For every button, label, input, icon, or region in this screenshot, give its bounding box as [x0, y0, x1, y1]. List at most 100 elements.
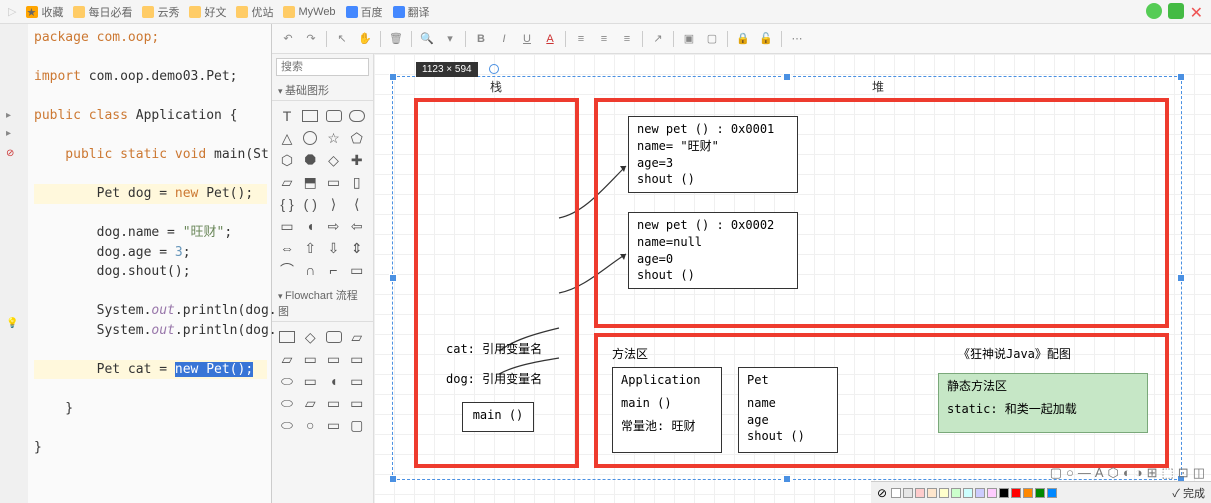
shape-rect[interactable]: [301, 107, 319, 125]
undo-icon[interactable]: ↶: [278, 29, 298, 49]
bookmark-favorite[interactable]: ★收藏: [26, 4, 63, 20]
color-swatch[interactable]: [951, 488, 961, 498]
shape-rect[interactable]: ▭: [325, 394, 343, 412]
bookmark-translate[interactable]: 翻译: [393, 4, 430, 20]
icon-rect[interactable]: ▢: [1050, 465, 1062, 481]
shape-arrow[interactable]: ⇔: [278, 239, 296, 257]
shape-arrow[interactable]: ⇩: [325, 239, 343, 257]
min-icon[interactable]: [1146, 3, 1162, 19]
bookmark-cloud[interactable]: 云秀: [142, 4, 179, 20]
zoom-icon[interactable]: ▾: [440, 29, 460, 49]
color-swatch[interactable]: [939, 488, 949, 498]
shape-rect[interactable]: ▭: [325, 416, 343, 434]
icon-shape[interactable]: ⊞: [1147, 465, 1158, 481]
section-basic[interactable]: 基础图形: [272, 80, 373, 101]
shape-trap[interactable]: ▱: [301, 394, 319, 412]
shape-circle[interactable]: [301, 129, 319, 147]
shape-bracket[interactable]: ( ): [301, 195, 319, 213]
shape-rrect[interactable]: [325, 107, 343, 125]
more-icon[interactable]: ⋯: [787, 29, 807, 49]
unlock-icon[interactable]: 🔓: [756, 29, 776, 49]
icon-shape[interactable]: ⬡: [1108, 465, 1119, 481]
shape-rect[interactable]: ▭: [301, 350, 319, 368]
zoom-icon[interactable]: 🔍: [417, 29, 437, 49]
layer-icon[interactable]: ▢: [702, 29, 722, 49]
shape-diamond[interactable]: ◇: [325, 151, 343, 169]
icon-shape[interactable]: ⬚: [1162, 465, 1174, 481]
shape-io[interactable]: ▱: [348, 328, 366, 346]
shape-rect[interactable]: ▭: [325, 173, 343, 191]
icon-shape[interactable]: ◑: [1135, 465, 1143, 481]
section-flowchart[interactable]: Flowchart 流程图: [272, 285, 373, 322]
shape-rect[interactable]: ▭: [348, 261, 366, 279]
shape-arrow[interactable]: ⇨: [325, 217, 343, 235]
icon-circle[interactable]: ○: [1066, 465, 1074, 481]
bold-icon[interactable]: B: [471, 29, 491, 49]
canvas[interactable]: 1123 × 594 栈 堆: [374, 54, 1211, 503]
done-button[interactable]: ✓ 完成: [1172, 485, 1205, 501]
shape-arc[interactable]: ∩: [301, 261, 319, 279]
color-swatch[interactable]: [1047, 488, 1057, 498]
shape-triangle[interactable]: △: [278, 129, 296, 147]
icon-shape[interactable]: ◫: [1193, 465, 1205, 481]
shape-doc[interactable]: ▱: [278, 350, 296, 368]
bookmark-baidu[interactable]: 百度: [346, 4, 383, 20]
color-swatch[interactable]: [999, 488, 1009, 498]
shape-rect[interactable]: ▭: [348, 394, 366, 412]
shape-paren[interactable]: ⟨: [348, 195, 366, 213]
code-content[interactable]: package com.oop; import com.oop.demo03.P…: [0, 24, 271, 461]
shape-trap[interactable]: ⬒: [301, 173, 319, 191]
shape-rect[interactable]: ⌐: [325, 261, 343, 279]
shape-arrow[interactable]: ⇧: [301, 239, 319, 257]
color-swatch[interactable]: [1011, 488, 1021, 498]
bookmark-myweb[interactable]: MyWeb: [283, 6, 335, 18]
color-swatch[interactable]: [963, 488, 973, 498]
lock-icon[interactable]: 🔒: [733, 29, 753, 49]
align-icon[interactable]: ≡: [617, 29, 637, 49]
align-icon[interactable]: ≡: [594, 29, 614, 49]
shape-paren[interactable]: ⟩: [325, 195, 343, 213]
layer-icon[interactable]: ▣: [679, 29, 699, 49]
bookmark-goodtext[interactable]: 好文: [189, 4, 226, 20]
max-icon[interactable]: [1168, 3, 1184, 19]
shape-trap[interactable]: ▱: [278, 173, 296, 191]
icon-shape[interactable]: ◐: [1123, 465, 1131, 481]
shape-rect[interactable]: ▭: [278, 217, 296, 235]
shape-rect[interactable]: ⬭: [278, 394, 296, 412]
shape-arrow[interactable]: ⇦: [348, 217, 366, 235]
delete-icon[interactable]: 🗑: [386, 29, 406, 49]
shape-rect[interactable]: ▭: [348, 350, 366, 368]
color-swatch[interactable]: [915, 488, 925, 498]
italic-icon[interactable]: I: [494, 29, 514, 49]
shape-rect[interactable]: ▭: [301, 372, 319, 390]
shape-circle[interactable]: ○: [301, 416, 319, 434]
shape-star[interactable]: ☆: [325, 129, 343, 147]
color-swatch[interactable]: [1035, 488, 1045, 498]
color-swatch[interactable]: [927, 488, 937, 498]
align-icon[interactable]: ≡: [571, 29, 591, 49]
shape-brace[interactable]: { }: [278, 195, 296, 213]
search-shapes-input[interactable]: [276, 58, 369, 76]
tool-icon[interactable]: ✋: [355, 29, 375, 49]
shape-rect[interactable]: ▭: [325, 350, 343, 368]
bookmark-daily[interactable]: 每日必看: [73, 4, 132, 20]
shape-rect[interactable]: [348, 107, 366, 125]
bookmark-site[interactable]: 优站: [236, 4, 273, 20]
redo-icon[interactable]: ↷: [301, 29, 321, 49]
shape-octagon[interactable]: ⯃: [301, 151, 319, 169]
color-swatch[interactable]: [975, 488, 985, 498]
color-swatch[interactable]: [987, 488, 997, 498]
color-swatch[interactable]: [903, 488, 913, 498]
shape-rect[interactable]: ▭: [348, 372, 366, 390]
shape-arc[interactable]: ⌒: [278, 261, 296, 279]
shape-ellipse[interactable]: ⬭: [278, 372, 296, 390]
icon-text[interactable]: A: [1095, 465, 1104, 481]
shape-arrow[interactable]: ⇕: [348, 239, 366, 257]
icon-line[interactable]: ―: [1078, 465, 1091, 481]
underline-icon[interactable]: U: [517, 29, 537, 49]
shape-cross[interactable]: ✚: [348, 151, 366, 169]
shape-rect[interactable]: ◖: [325, 372, 343, 390]
tool-icon[interactable]: ↖: [332, 29, 352, 49]
shape-pentagon[interactable]: ⬠: [348, 129, 366, 147]
shape-text[interactable]: T: [278, 107, 296, 125]
